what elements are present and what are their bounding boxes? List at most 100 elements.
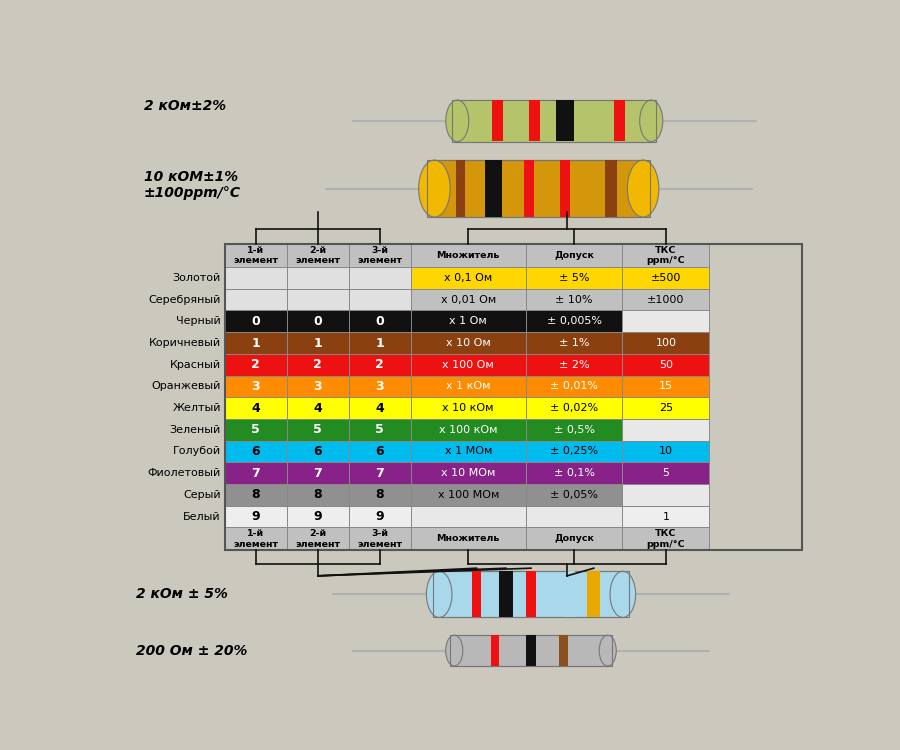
Bar (349, 332, 411, 354)
Text: ± 0,05%: ± 0,05% (550, 490, 598, 500)
Text: Желтый: Желтый (173, 403, 221, 413)
Bar (525, 160, 534, 217)
Bar (411, 506, 526, 527)
Ellipse shape (610, 572, 635, 617)
Bar (411, 267, 526, 289)
Text: 1-й
элемент: 1-й элемент (233, 246, 278, 266)
Bar (411, 484, 526, 506)
Text: 4: 4 (313, 401, 322, 415)
Text: 6: 6 (313, 445, 322, 458)
Text: 9: 9 (252, 510, 260, 523)
Bar (225, 440, 287, 462)
Bar (623, 506, 709, 527)
Text: ± 2%: ± 2% (559, 360, 590, 370)
Text: 0: 0 (313, 315, 322, 328)
Bar (411, 354, 526, 376)
Bar (287, 376, 349, 398)
Text: 10 кОМ±1%
±100ppm/°C: 10 кОМ±1% ±100ppm/°C (143, 170, 240, 200)
Bar (349, 527, 411, 550)
Text: 7: 7 (251, 466, 260, 480)
Bar (411, 398, 526, 419)
Bar (526, 332, 623, 354)
Ellipse shape (418, 160, 450, 217)
Bar (287, 354, 349, 376)
Text: 8: 8 (252, 488, 260, 501)
Bar (225, 527, 287, 550)
Bar (561, 160, 570, 217)
Bar (485, 160, 501, 217)
Text: 2: 2 (375, 358, 384, 371)
Bar (450, 635, 612, 666)
Bar (411, 244, 526, 267)
Text: ± 0,005%: ± 0,005% (546, 316, 601, 326)
Text: Допуск: Допуск (554, 251, 594, 260)
Bar (411, 332, 526, 354)
Text: Голубой: Голубой (173, 446, 221, 457)
Bar (491, 635, 500, 666)
Bar (287, 462, 349, 484)
Bar (349, 289, 411, 310)
Bar (559, 635, 568, 666)
Bar (526, 527, 623, 550)
Bar (225, 267, 287, 289)
Bar (349, 462, 411, 484)
Bar (526, 484, 623, 506)
Bar (623, 332, 709, 354)
Bar (225, 462, 287, 484)
Text: х 1 кОм: х 1 кОм (446, 382, 490, 392)
Text: х 10 Ом: х 10 Ом (446, 338, 491, 348)
Bar (225, 332, 287, 354)
Bar (623, 354, 709, 376)
Text: 2: 2 (313, 358, 322, 371)
Text: 200 Ом ± 20%: 200 Ом ± 20% (136, 644, 248, 658)
Text: х 1 Ом: х 1 Ом (449, 316, 487, 326)
Bar (526, 289, 623, 310)
Text: Белый: Белый (184, 512, 221, 521)
Text: Серебряный: Серебряный (148, 295, 221, 304)
Bar (287, 506, 349, 527)
Text: 6: 6 (252, 445, 260, 458)
Bar (428, 160, 651, 217)
Text: 1: 1 (313, 337, 322, 350)
Text: 7: 7 (375, 466, 384, 480)
Text: ТКС
ppm/°C: ТКС ppm/°C (646, 246, 685, 266)
Bar (526, 310, 623, 332)
Bar (623, 462, 709, 484)
Text: 10: 10 (659, 446, 673, 457)
Bar (450, 635, 612, 666)
Bar (349, 310, 411, 332)
Text: Красный: Красный (170, 360, 221, 370)
Bar (287, 289, 349, 310)
Text: 2: 2 (251, 358, 260, 371)
Text: х 1 МОм: х 1 МОм (445, 446, 492, 457)
Text: ± 10%: ± 10% (555, 295, 593, 304)
Text: х 100 МОм: х 100 МОм (437, 490, 499, 500)
Bar (614, 100, 625, 142)
Bar (623, 376, 709, 398)
Text: ±500: ±500 (651, 273, 681, 283)
Text: ±1000: ±1000 (647, 295, 685, 304)
Text: 0: 0 (251, 315, 260, 328)
Bar (526, 572, 536, 617)
Text: Оранжевый: Оранжевый (151, 382, 221, 392)
Text: ± 0,02%: ± 0,02% (550, 403, 598, 413)
Bar (225, 484, 287, 506)
Bar (623, 267, 709, 289)
Text: 15: 15 (659, 382, 673, 392)
Bar (287, 310, 349, 332)
Bar (526, 354, 623, 376)
Text: Множитель: Множитель (436, 535, 500, 544)
Text: ± 5%: ± 5% (559, 273, 590, 283)
Text: 1-й
элемент: 1-й элемент (233, 530, 278, 548)
Text: 3: 3 (375, 380, 384, 393)
Bar (452, 100, 656, 142)
Text: х 100 Ом: х 100 Ом (442, 360, 494, 370)
Bar (623, 484, 709, 506)
Bar (411, 289, 526, 310)
Text: 9: 9 (375, 510, 384, 523)
Bar (623, 289, 709, 310)
Bar (287, 398, 349, 419)
Bar (287, 267, 349, 289)
Ellipse shape (640, 100, 662, 142)
Ellipse shape (446, 100, 469, 142)
